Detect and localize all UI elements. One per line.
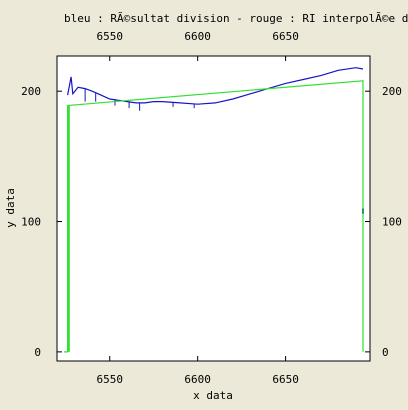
series-green xyxy=(64,80,364,353)
x-tick-label-top: 6650 xyxy=(272,30,299,43)
series-green-line xyxy=(64,80,364,353)
axis-layer: 6550 6550 6600 6600 6650 6650 0 0 100 100 200 200 xyxy=(21,30,402,386)
y-tick-label-left: 100 xyxy=(21,216,41,229)
x-axis-label: x data xyxy=(193,389,233,402)
y-axis-label: y data xyxy=(4,188,17,228)
series-blue-line xyxy=(67,67,364,105)
y-tick-label-right: 0 xyxy=(382,346,389,359)
plot-background xyxy=(57,56,370,361)
series-layer xyxy=(64,67,364,353)
plot-frame xyxy=(56,55,371,362)
x-tick-label-top: 6600 xyxy=(184,30,211,43)
x-tick-label-bottom: 6550 xyxy=(97,373,124,386)
x-tick-label-bottom: 6600 xyxy=(184,373,211,386)
series-green-band xyxy=(67,105,70,352)
x-tick-label-bottom: 6650 xyxy=(272,373,299,386)
y-tick-label-right: 200 xyxy=(382,85,402,98)
y-tick-label-left: 200 xyxy=(21,85,41,98)
x-tick-label-top: 6550 xyxy=(97,30,124,43)
y-tick-label-left: 0 xyxy=(34,346,41,359)
chart-title: bleu : RÃ©sultat division - rouge : RI i… xyxy=(64,12,408,25)
y-tick-label-right: 100 xyxy=(382,216,402,229)
